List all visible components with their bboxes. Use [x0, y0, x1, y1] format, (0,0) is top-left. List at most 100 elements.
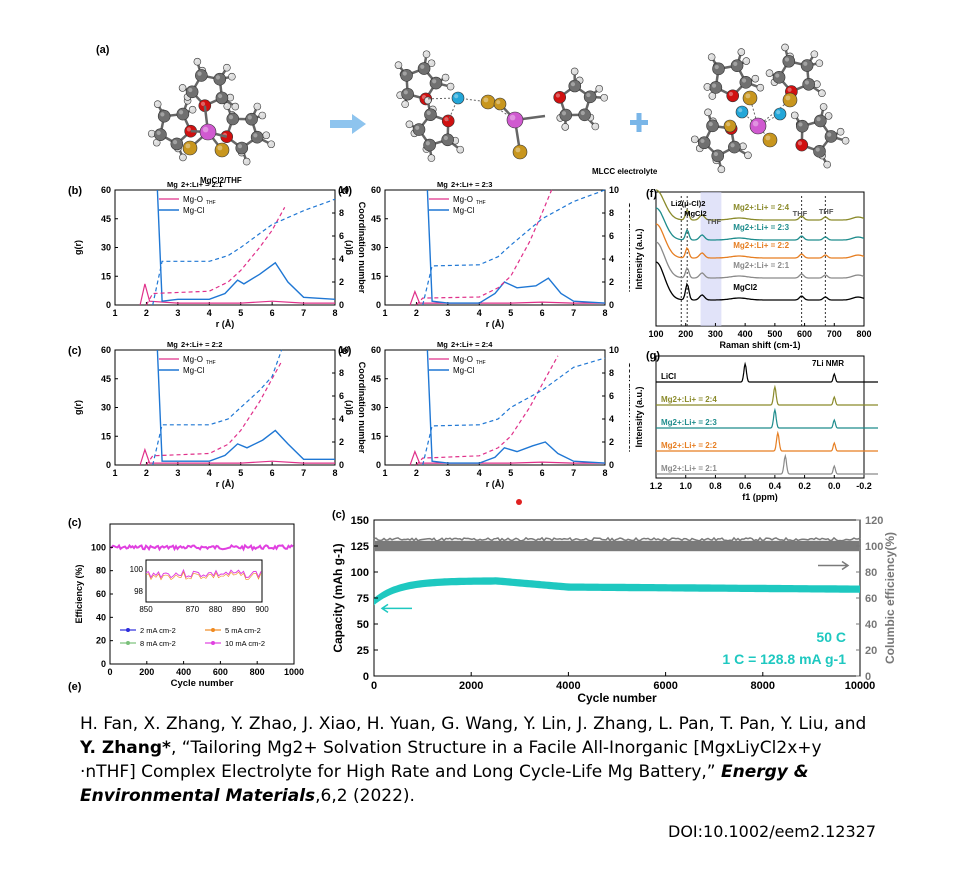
x-tick-label: 3	[175, 308, 180, 318]
legend-mg-o-sub: THF	[476, 360, 486, 366]
c-atom	[583, 90, 597, 104]
nmr-line	[656, 384, 878, 406]
x-tick-label: 600	[213, 667, 228, 677]
li-atom-shine	[454, 94, 459, 99]
rdf-ratio-text: 2+:Li+ = 2:4	[451, 340, 493, 349]
x-tick-label: 700	[827, 329, 842, 339]
h-atom-shine	[224, 65, 228, 68]
c-atom-shine	[784, 57, 790, 62]
h-atom-shine	[705, 84, 708, 88]
legend-label: 8 mA cm-2	[140, 639, 176, 648]
y-tick-label: 20	[96, 636, 106, 646]
li-atom	[735, 105, 749, 119]
c-atom-shine	[172, 139, 178, 145]
nmr-series-label: Mg2+:Li+ = 2:2	[661, 441, 717, 450]
h-atom-shine	[425, 98, 428, 101]
cl-atom-shine	[496, 100, 501, 105]
c-atom	[215, 91, 229, 105]
c-atom	[824, 130, 838, 143]
right-arrow-icon	[818, 560, 850, 571]
y-tick-label: 30	[371, 243, 381, 253]
h-atom	[446, 82, 455, 91]
y-tick-label: 25	[357, 645, 369, 657]
cl-atom	[782, 92, 798, 108]
citation-title: , “Tailoring Mg2+ Solvation Structure in…	[80, 738, 822, 782]
h-atom	[427, 154, 436, 162]
citation-authors: H. Fan, X. Zhang, Y. Zhao, J. Xiao, H. Y…	[80, 714, 867, 734]
y-tick-label: 30	[101, 403, 111, 413]
h-atom-shine	[593, 124, 596, 127]
h-atom	[178, 84, 187, 92]
y-axis-label: g(r)	[73, 240, 83, 255]
legend-mg-o: Mg-O	[453, 355, 473, 364]
h-atom	[818, 89, 826, 98]
mg-atom	[749, 117, 767, 135]
y2-tick-label: 80	[865, 567, 877, 579]
cl-atom	[742, 90, 758, 106]
y2-tick-label: 6	[339, 391, 344, 401]
y-axis-label: Efficiency (%)	[74, 564, 84, 623]
h-atom	[231, 102, 240, 111]
y-tick-label: 15	[371, 431, 381, 441]
c-atom	[728, 140, 741, 154]
c-atom	[226, 112, 240, 126]
cl-atom	[512, 144, 528, 160]
h-atom	[423, 96, 432, 105]
h-atom-shine	[154, 140, 157, 143]
x-tick-label: 5	[238, 308, 243, 318]
y2-tick-label: 4	[339, 414, 344, 424]
x-tick-label: 0.2	[798, 481, 811, 491]
rate-label: 50 C	[816, 629, 846, 645]
inset-line-2	[145, 571, 262, 581]
h-atom	[781, 43, 789, 52]
h-atom-shine	[826, 113, 829, 117]
raman-line	[655, 207, 865, 241]
y2-axis-label: Columbic efficiency(%)	[883, 532, 897, 664]
raman-panel-label: (f)	[646, 188, 657, 200]
panel-a-label: (a)	[96, 44, 110, 56]
legend-mg-o-sub: THF	[206, 200, 216, 206]
y-tick-label: 30	[101, 243, 111, 253]
capacity-band	[374, 577, 860, 606]
h-atom-shine	[180, 155, 184, 158]
inset-y-tick: 100	[130, 565, 144, 574]
h-atom-shine	[260, 113, 263, 116]
h-atom-shine	[705, 110, 709, 113]
anno-mgcl2: MgCl2	[684, 209, 707, 218]
h-atom-shine	[572, 69, 575, 72]
caption-mlcc: MLCC electrolyte	[592, 167, 658, 176]
x-tick-label: 2	[414, 308, 419, 318]
mg-cl-rdf-line	[426, 349, 606, 464]
legend-marker	[211, 628, 215, 632]
c-atom-shine	[420, 64, 425, 69]
x-tick-label: 3	[445, 308, 450, 318]
rdf-frame	[384, 189, 606, 306]
legend-mg-cl: Mg-Cl	[453, 366, 475, 375]
h-atom-shine	[739, 49, 742, 53]
x-tick-label: 6	[270, 468, 275, 478]
h-atom-shine	[229, 74, 233, 77]
x-tick-label: 3	[175, 468, 180, 478]
y-tick-label: 0	[106, 460, 111, 470]
mg-cl-rdf-line	[156, 189, 336, 302]
h-atom-shine	[429, 60, 432, 64]
left-arrow-icon	[380, 603, 412, 614]
y2-tick-label: 0	[865, 671, 871, 683]
y2-tick-label: 8	[339, 368, 344, 378]
eff-line	[109, 543, 294, 552]
c-atom-shine	[402, 71, 407, 76]
legend-marker	[126, 628, 130, 632]
inset-x-tick: 900	[255, 605, 269, 614]
h-atom	[841, 136, 850, 145]
x-axis-label: Raman shift (cm-1)	[719, 340, 800, 350]
y-tick-label: 60	[101, 185, 111, 195]
thf-c1-o	[726, 89, 740, 103]
mg-o-cn-line	[145, 361, 283, 466]
h-atom	[823, 160, 832, 169]
thf-c4-o	[795, 138, 809, 152]
nmr-frame	[655, 355, 865, 479]
x-tick-label: 10000	[845, 680, 876, 692]
y2-tick-label: 4	[339, 254, 344, 264]
h-atom	[690, 135, 699, 144]
h-atom-shine	[838, 129, 841, 132]
